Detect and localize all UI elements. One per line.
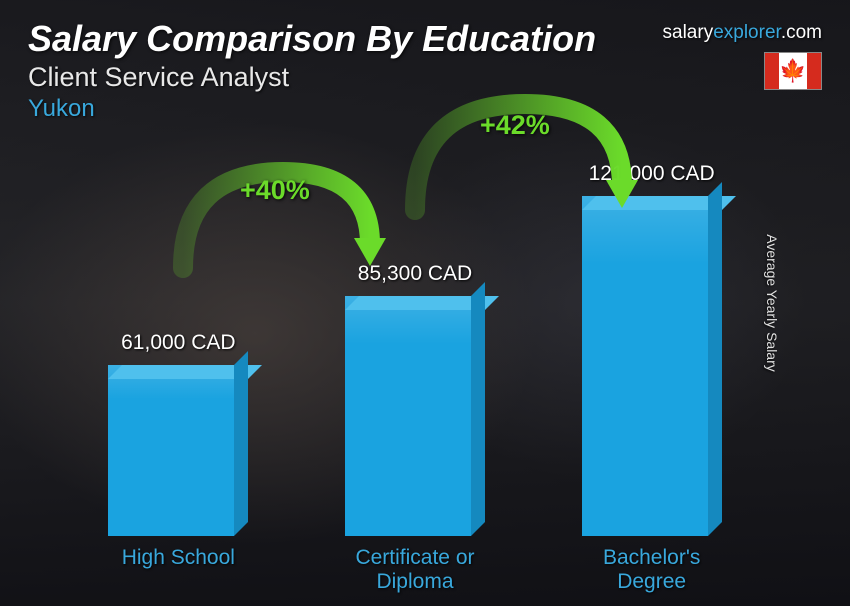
bar (345, 296, 485, 536)
bar-value-label: 61,000 CAD (121, 331, 235, 355)
chart-subtitle: Client Service Analyst (28, 62, 822, 93)
bar-category-label: Bachelor'sDegree (552, 546, 752, 594)
bar-category-label: Certificate orDiploma (315, 546, 515, 594)
country-flag-icon: 🍁 (764, 52, 822, 90)
bar-group: 61,000 CAD (78, 331, 278, 536)
bar-category-label: High School (78, 546, 278, 594)
brand-name: salary (663, 22, 714, 43)
increase-badge: +40% (240, 175, 310, 206)
brand-logo: salaryexplorer.com (663, 22, 822, 44)
maple-leaf-icon: 🍁 (779, 53, 807, 89)
brand-accent: explorer (713, 22, 781, 43)
bar (108, 365, 248, 536)
bar-group: 85,300 CAD (315, 262, 515, 536)
increase-badge: +42% (480, 110, 550, 141)
bar (582, 196, 722, 536)
bar-labels-row: High School Certificate orDiploma Bachelor… (60, 546, 770, 594)
brand-suffix: .com (781, 22, 822, 43)
